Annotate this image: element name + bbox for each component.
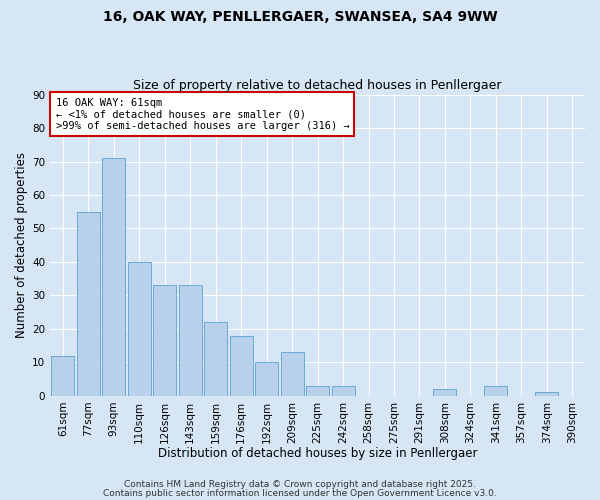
- Bar: [433, 389, 457, 396]
- Bar: [306, 386, 329, 396]
- Bar: [255, 362, 278, 396]
- Text: Contains public sector information licensed under the Open Government Licence v3: Contains public sector information licen…: [103, 489, 497, 498]
- Bar: [103, 158, 125, 396]
- Bar: [154, 286, 176, 396]
- Bar: [230, 336, 253, 396]
- Bar: [128, 262, 151, 396]
- Bar: [281, 352, 304, 396]
- Bar: [484, 386, 508, 396]
- Bar: [179, 286, 202, 396]
- Title: Size of property relative to detached houses in Penllergaer: Size of property relative to detached ho…: [133, 79, 502, 92]
- Bar: [77, 212, 100, 396]
- Text: 16, OAK WAY, PENLLERGAER, SWANSEA, SA4 9WW: 16, OAK WAY, PENLLERGAER, SWANSEA, SA4 9…: [103, 10, 497, 24]
- X-axis label: Distribution of detached houses by size in Penllergaer: Distribution of detached houses by size …: [158, 447, 478, 460]
- Bar: [52, 356, 74, 396]
- Y-axis label: Number of detached properties: Number of detached properties: [15, 152, 28, 338]
- Text: 16 OAK WAY: 61sqm
← <1% of detached houses are smaller (0)
>99% of semi-detached: 16 OAK WAY: 61sqm ← <1% of detached hous…: [56, 98, 349, 131]
- Bar: [535, 392, 558, 396]
- Bar: [332, 386, 355, 396]
- Text: Contains HM Land Registry data © Crown copyright and database right 2025.: Contains HM Land Registry data © Crown c…: [124, 480, 476, 489]
- Bar: [204, 322, 227, 396]
